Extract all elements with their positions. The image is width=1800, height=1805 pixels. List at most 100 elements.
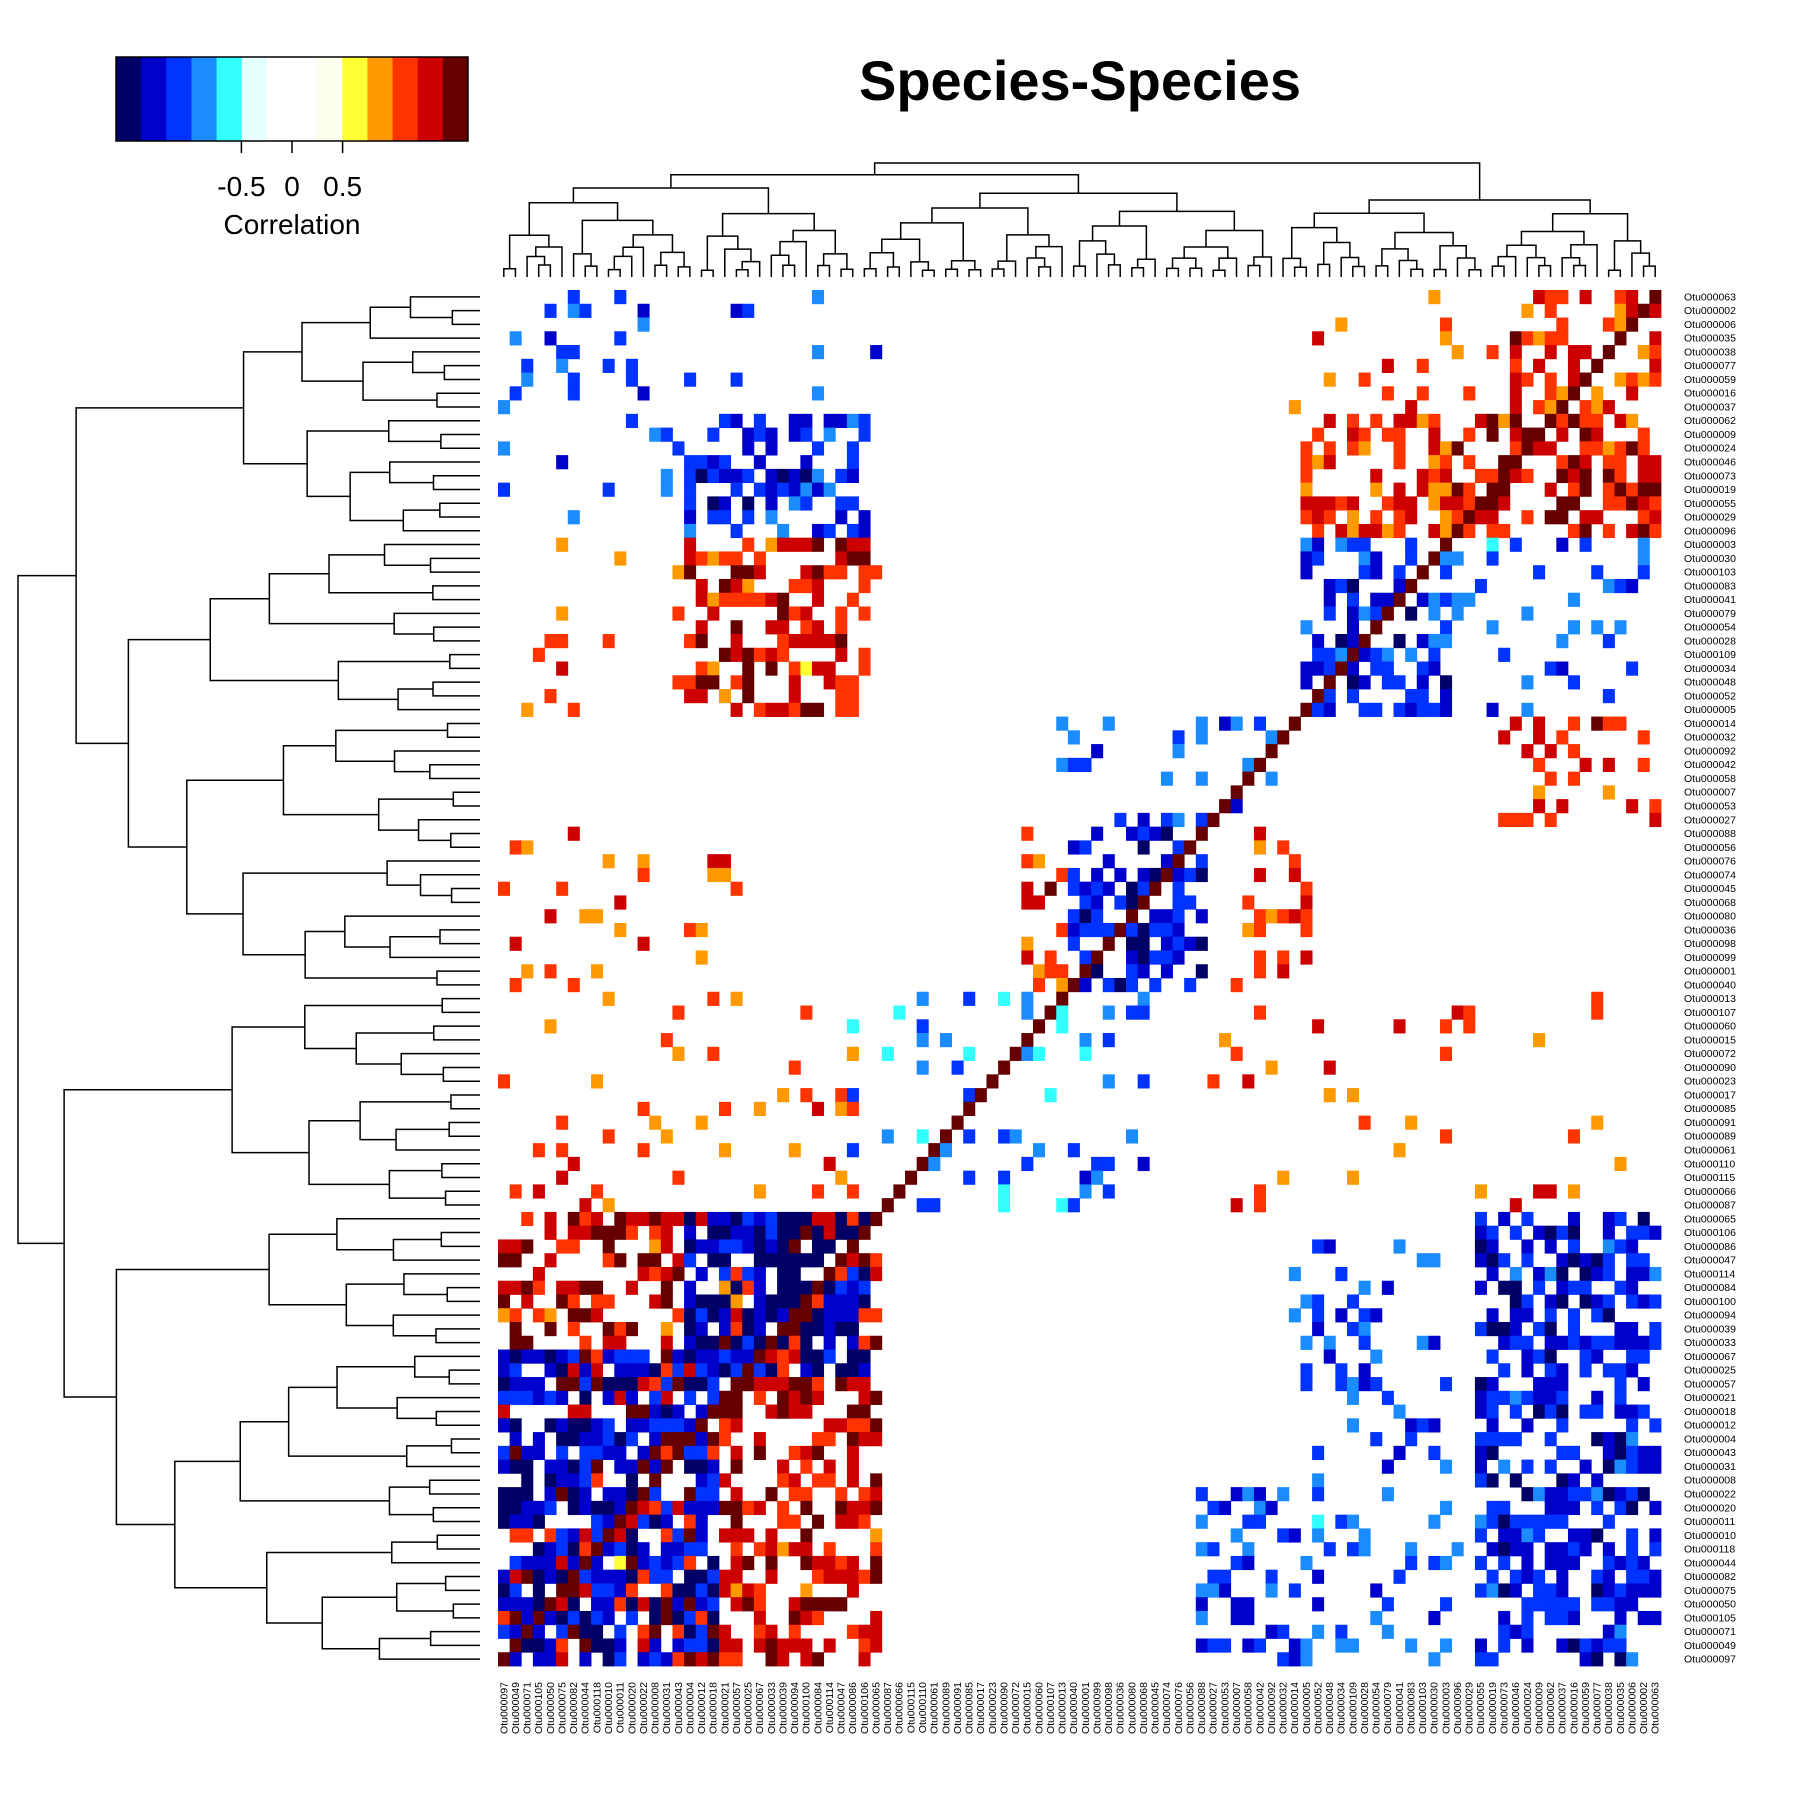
heatmap-cell — [684, 1322, 697, 1337]
heatmap-cell — [1335, 1514, 1348, 1529]
heatmap-cell — [660, 1418, 673, 1433]
heatmap-cell — [567, 1377, 580, 1392]
heatmap-cell — [625, 1225, 638, 1240]
heatmap-cell — [695, 922, 708, 938]
heatmap-cell — [684, 1294, 697, 1309]
heatmap-cell — [591, 1074, 604, 1089]
heatmap-cell — [707, 1652, 720, 1667]
heatmap-cell — [765, 1555, 778, 1571]
heatmap-cell — [800, 1335, 813, 1350]
row-dendrogram-branch — [268, 573, 395, 625]
heatmap-cell — [567, 345, 580, 360]
row-label: Otu000044 — [1684, 1557, 1736, 1569]
heatmap-cell — [1591, 1500, 1604, 1516]
column-label: Otu000045 — [1150, 1682, 1162, 1734]
heatmap-cell — [1277, 1624, 1290, 1639]
heatmap-cell — [742, 1239, 755, 1254]
row-label: Otu000030 — [1684, 553, 1736, 565]
heatmap-cell — [753, 1294, 766, 1309]
heatmap-cell — [1312, 331, 1325, 346]
row-label: Otu000006 — [1684, 319, 1736, 331]
heatmap-cell — [846, 1019, 859, 1034]
heatmap-cell — [637, 1624, 650, 1639]
heatmap-cell — [707, 661, 720, 676]
heatmap-cell — [1579, 1363, 1592, 1378]
heatmap-cell — [1486, 345, 1499, 360]
heatmap-cell — [707, 1624, 720, 1639]
heatmap-cell — [846, 592, 859, 607]
heatmap-cell — [718, 1404, 731, 1419]
heatmap-cell — [1405, 413, 1418, 428]
heatmap-cell — [1626, 1597, 1639, 1612]
color-key-swatch — [116, 57, 142, 141]
heatmap-cell — [718, 1432, 731, 1447]
heatmap-cell — [1533, 1583, 1546, 1598]
heatmap-cell — [556, 1597, 569, 1612]
heatmap-cell — [777, 1322, 790, 1337]
heatmap-cell — [1300, 1335, 1313, 1350]
heatmap-cell — [544, 1597, 557, 1612]
heatmap-cell — [660, 1239, 673, 1254]
heatmap-cell — [1498, 1432, 1511, 1447]
heatmap-cell — [649, 1487, 662, 1502]
heatmap-cell — [1509, 455, 1522, 470]
heatmap-cell — [765, 1528, 778, 1543]
heatmap-cell — [1428, 1418, 1441, 1433]
heatmap-cell — [846, 1225, 859, 1240]
heatmap-cell — [637, 1143, 650, 1158]
heatmap-cell — [1207, 1074, 1220, 1089]
row-label: Otu000106 — [1684, 1227, 1736, 1239]
heatmap-cell — [637, 1211, 650, 1227]
heatmap-cell — [800, 1211, 813, 1227]
heatmap-cell — [1649, 303, 1662, 318]
heatmap-cell — [1533, 358, 1546, 373]
heatmap-cell — [858, 523, 871, 539]
heatmap-cell — [1463, 510, 1476, 525]
heatmap-cell — [544, 1459, 557, 1474]
heatmap-cell — [1067, 1143, 1080, 1158]
heatmap-cell — [1009, 1046, 1022, 1061]
heatmap-cell — [777, 1088, 790, 1103]
row-dendrogram-branch — [369, 306, 480, 339]
heatmap-cell — [579, 1280, 592, 1295]
heatmap-cell — [567, 1349, 580, 1364]
column-label: Otu000107 — [1045, 1682, 1057, 1734]
heatmap-cell — [1579, 413, 1592, 428]
heatmap-cell — [1335, 1308, 1348, 1323]
row-label: Otu000079 — [1684, 608, 1736, 620]
heatmap-cell — [544, 1253, 557, 1268]
heatmap-cell — [556, 1528, 569, 1543]
heatmap-cell — [858, 1253, 871, 1268]
heatmap-cell — [1428, 592, 1441, 607]
heatmap-cell — [1649, 812, 1662, 828]
heatmap-cell — [1602, 482, 1615, 497]
heatmap-cell — [1591, 1294, 1604, 1309]
heatmap-cell — [765, 1239, 778, 1254]
heatmap-cell — [823, 1322, 836, 1337]
heatmap-cell — [1067, 730, 1080, 745]
heatmap-cell — [707, 1046, 720, 1061]
heatmap-cell — [1416, 592, 1429, 607]
heatmap-cell — [1184, 936, 1197, 951]
heatmap-cell — [1637, 468, 1650, 484]
row-dendrogram-branch — [75, 407, 244, 745]
column-dendrogram-branch — [1433, 268, 1447, 277]
heatmap-cell — [567, 510, 580, 525]
heatmap-cell — [788, 661, 801, 676]
heatmap-cell — [1312, 1239, 1325, 1254]
heatmap-cell — [788, 1404, 801, 1419]
heatmap-cell — [1509, 1514, 1522, 1529]
heatmap-cell — [556, 1280, 569, 1295]
heatmap-cell — [1405, 400, 1418, 415]
row-label: Otu000098 — [1684, 938, 1736, 950]
row-label: Otu000057 — [1684, 1378, 1736, 1390]
heatmap-cell — [1556, 1514, 1569, 1529]
heatmap-cell — [800, 455, 813, 470]
heatmap-cell — [812, 1280, 825, 1295]
heatmap-cell — [1032, 978, 1046, 993]
heatmap-cell — [498, 1500, 511, 1516]
heatmap-cell — [567, 1555, 580, 1571]
column-dendrogram-branch — [1183, 246, 1229, 259]
heatmap-cell — [1428, 1335, 1441, 1350]
heatmap-cell — [1614, 1239, 1627, 1254]
